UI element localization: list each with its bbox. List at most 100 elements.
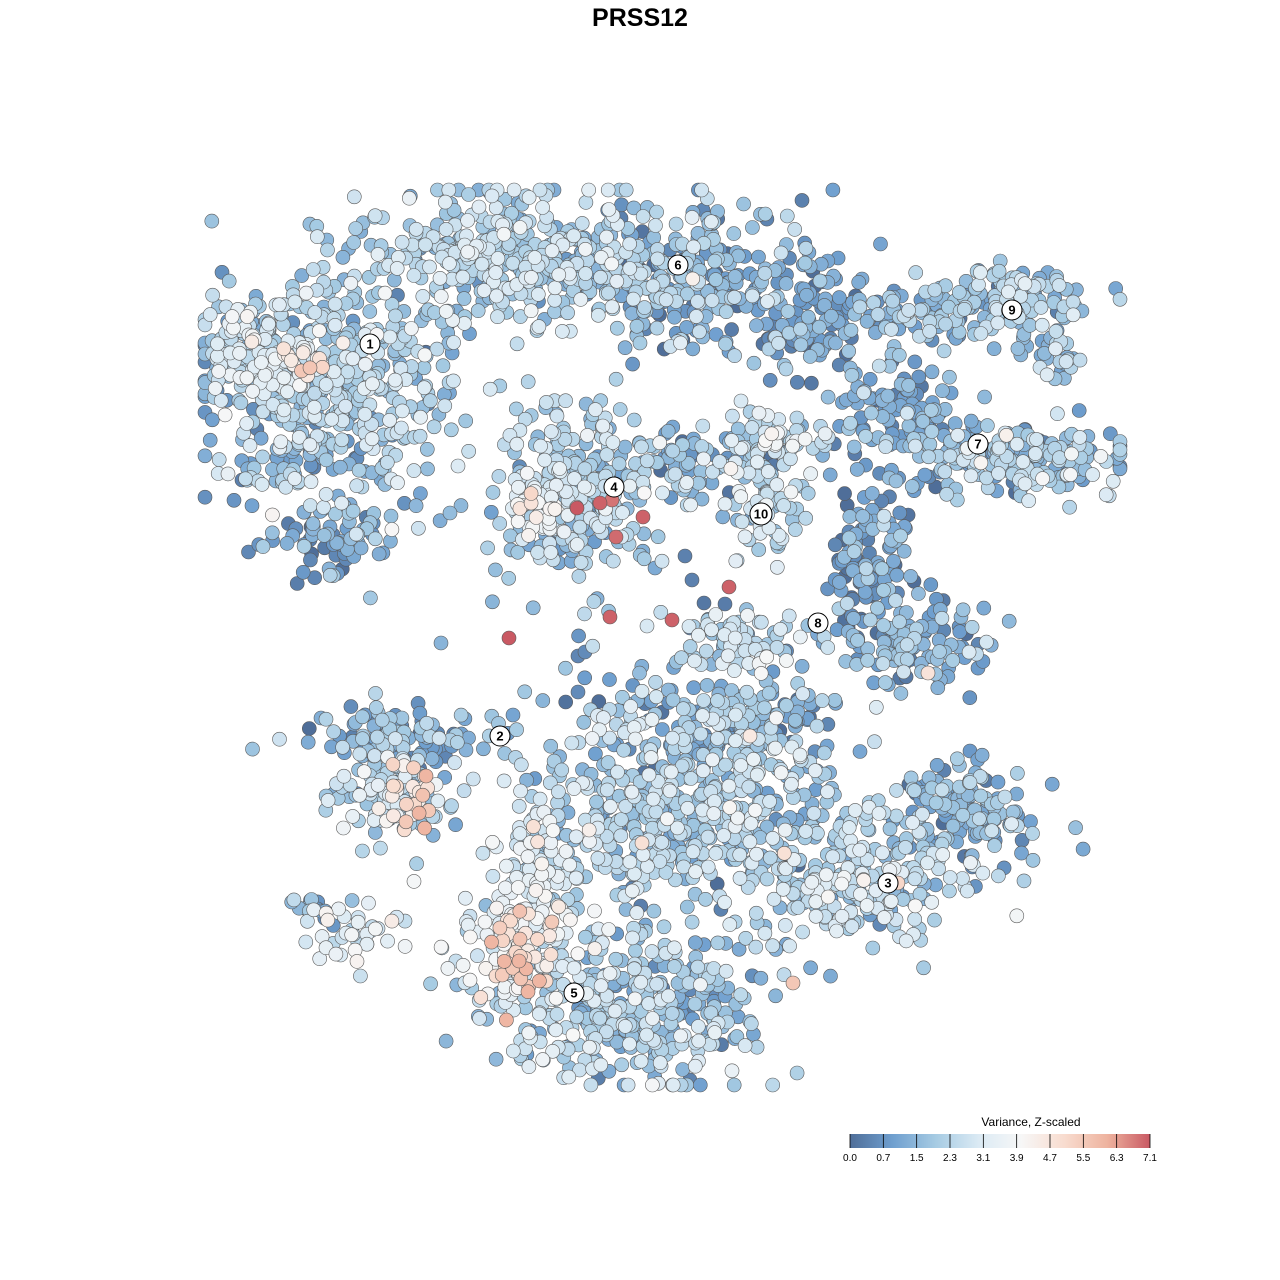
data-point [294,268,310,283]
data-point [1072,352,1088,368]
data-point [747,802,763,818]
data-point [1039,367,1055,383]
data-point [543,835,559,851]
data-point [825,182,841,198]
data-point [617,1019,633,1034]
data-point [316,528,332,543]
data-point [789,1065,805,1081]
data-point [1051,278,1067,293]
data-point [802,349,818,364]
data-point [510,514,526,529]
data-point [757,206,773,222]
data-point [728,553,744,569]
data-point [348,221,364,236]
data-point [924,894,940,910]
data-point [917,467,933,483]
data-point [520,849,536,865]
data-point [822,467,838,483]
data-point [721,778,737,794]
data-point [513,757,529,773]
data-point [377,285,393,301]
data-point [211,364,226,379]
data-point [922,436,938,452]
data-point [327,296,343,312]
data-point [768,988,783,1004]
data-point [558,393,573,409]
data-point [728,733,743,749]
data-point [804,375,819,391]
data-point [458,890,473,906]
data-point [990,315,1006,331]
data-point [443,422,459,438]
data-point [942,448,958,464]
data-point [812,273,828,289]
data-point [306,399,322,415]
data-point [648,689,664,705]
data-point [295,564,311,580]
data-point [959,883,975,899]
data-point [893,528,908,544]
data-point [538,395,554,410]
data-point [605,435,621,450]
data-point [623,699,639,714]
data-point [865,940,881,956]
data-point [703,214,719,229]
data-point [725,408,740,424]
data-point [566,781,582,796]
data-point [382,329,398,345]
data-point [320,242,335,258]
legend-tick-label: 5.5 [1076,1153,1090,1164]
data-point [1103,426,1118,442]
data-point [446,373,461,389]
data-point [499,858,514,874]
data-point [447,755,462,770]
legend-tick-label: 4.7 [1043,1153,1057,1164]
data-point [506,182,522,198]
data-point [632,335,648,351]
data-point [732,870,748,886]
data-point [922,323,937,339]
data-point [820,640,836,655]
data-point [648,674,663,690]
data-point [696,693,711,708]
data-point [432,270,448,286]
data-point [453,707,469,723]
data-point [860,652,876,668]
data-point [601,202,617,217]
data-point [600,182,616,198]
data-point [781,608,797,624]
data-point [655,485,670,501]
data-point [444,798,459,814]
data-point [997,789,1013,805]
data-point [485,485,501,500]
data-point [512,931,528,947]
data-point [1023,814,1038,829]
data-point [1017,476,1033,492]
data-point [771,335,786,351]
data-point [576,714,592,730]
data-point [785,438,800,454]
data-point [324,411,340,427]
data-point [415,289,431,304]
data-point [660,423,676,439]
data-point [698,643,714,659]
data-point [951,285,967,300]
data-point [644,944,660,959]
data-point [873,236,888,252]
data-point [971,811,987,827]
data-point [783,451,798,467]
data-point [551,899,566,915]
data-point [484,934,499,950]
data-point [908,265,924,280]
data-point [779,698,794,713]
data-point [276,402,292,418]
data-point [307,305,323,320]
cluster-label-text: 7 [974,437,981,452]
data-point [560,305,575,321]
data-point [722,917,738,932]
data-point [593,978,609,994]
data-point [779,208,795,224]
data-point [659,811,675,827]
data-point [726,1077,742,1093]
data-point [764,426,780,442]
